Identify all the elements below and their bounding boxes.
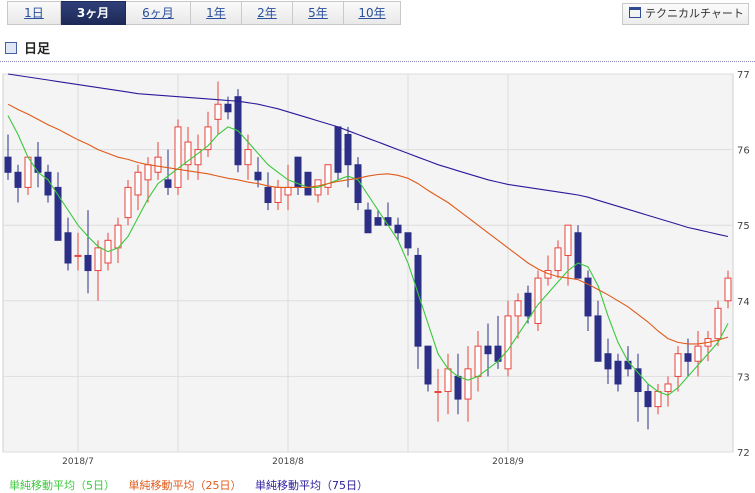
tab-2-years[interactable]: 2年 (242, 1, 293, 25)
tab-1-year[interactable]: 1年 (191, 1, 242, 25)
plot-area (2, 73, 734, 453)
candle-down (644, 391, 652, 408)
candle-up (464, 368, 472, 400)
y-tick-label: 76 (737, 146, 750, 157)
candle-down (304, 171, 312, 196)
legend-ma75: 単純移動平均（75日） (255, 479, 368, 492)
candle-up (654, 391, 662, 408)
chart-legend: 単純移動平均（5日） 単純移動平均（25日） 単純移動平均（75日） (9, 477, 378, 493)
candle-down (604, 353, 612, 370)
candle-up (274, 186, 282, 204)
y-tick-label: 73 (737, 372, 750, 383)
candle-up (24, 156, 32, 188)
candle-up (134, 171, 142, 196)
period-tabs: 1日 3ヶ月 6ヶ月 1年 2年 5年 10年 (7, 1, 401, 25)
y-tick-label: 77 (737, 70, 750, 81)
candle-up (694, 345, 702, 362)
candle-up (564, 224, 572, 256)
tab-3-months[interactable]: 3ヶ月 (61, 1, 126, 25)
candle-up (534, 277, 542, 324)
candle-up (664, 383, 672, 393)
y-tick-label: 75 (737, 221, 750, 232)
x-tick-label: 2018/8 (272, 457, 304, 467)
legend-ma5: 単純移動平均（5日） (9, 479, 115, 492)
candle-down (634, 368, 642, 393)
candle-down (574, 232, 582, 279)
section-title: 日足 (24, 42, 51, 57)
candle-up (174, 126, 182, 188)
candle-down (264, 186, 272, 204)
candle-up (724, 277, 732, 302)
candle-down (54, 186, 62, 241)
x-tick-label: 2018/7 (62, 457, 94, 467)
candle-down (394, 224, 402, 234)
candle-up (204, 126, 212, 151)
candle-down (594, 315, 602, 362)
candle-up (74, 254, 82, 257)
candle-down (4, 156, 12, 173)
candle-up (154, 156, 162, 173)
x-tick-label: 2018/9 (492, 457, 524, 467)
candle-up (114, 224, 122, 249)
candle-down (584, 277, 592, 317)
technical-chart-button[interactable]: テクニカルチャート (622, 3, 749, 25)
candle-up (504, 315, 512, 370)
candle-up (284, 186, 292, 196)
candle-up (714, 307, 722, 340)
tab-1-day[interactable]: 1日 (7, 1, 61, 25)
tab-10-years[interactable]: 10年 (344, 1, 401, 25)
candle-down (684, 353, 692, 362)
candle-down (454, 375, 462, 400)
candle-down (404, 232, 412, 249)
candle-up (144, 164, 152, 181)
candle-up (514, 300, 522, 317)
candle-down (624, 360, 632, 370)
candle-down (484, 345, 492, 355)
candle-down (424, 345, 432, 385)
y-tick-label: 72 (737, 448, 750, 459)
candle-down (374, 217, 382, 226)
window-icon (629, 7, 641, 18)
candle-up (184, 141, 192, 166)
candle-down (254, 171, 262, 181)
square-bullet-icon (5, 42, 17, 54)
technical-chart-label: テクニカルチャート (645, 7, 744, 20)
y-tick-label: 74 (737, 297, 750, 308)
candle-down (164, 179, 172, 188)
tab-5-years[interactable]: 5年 (293, 1, 344, 25)
candle-up (434, 391, 442, 394)
candle-up (324, 164, 332, 188)
candle-down (14, 171, 22, 188)
candle-up (194, 149, 202, 166)
ma5-line (7, 115, 729, 396)
candle-up (94, 247, 102, 272)
candle-down (364, 209, 372, 234)
tab-6-months[interactable]: 6ヶ月 (126, 1, 191, 25)
candle-down (84, 254, 92, 272)
candle-down (64, 232, 72, 264)
candle-up (214, 103, 222, 120)
ma25-line (7, 103, 729, 345)
legend-ma25: 単純移動平均（25日） (128, 479, 242, 492)
candle-down (614, 360, 622, 385)
candle-up (244, 149, 252, 166)
candle-down (334, 126, 342, 173)
candle-up (554, 247, 562, 272)
candle-down (524, 292, 532, 317)
ma75-line (7, 73, 729, 238)
candle-up (474, 345, 482, 377)
section-header: 日足 (5, 38, 50, 57)
candlestick-chart: 72 73 74 75 76 77 2018/7 2018/8 2018/9 (2, 70, 750, 467)
candle-down (224, 103, 232, 113)
candle-down (344, 133, 352, 166)
candle-up (124, 186, 132, 219)
section-divider (0, 61, 755, 62)
candle-up (444, 368, 452, 393)
candle-up (674, 353, 682, 377)
